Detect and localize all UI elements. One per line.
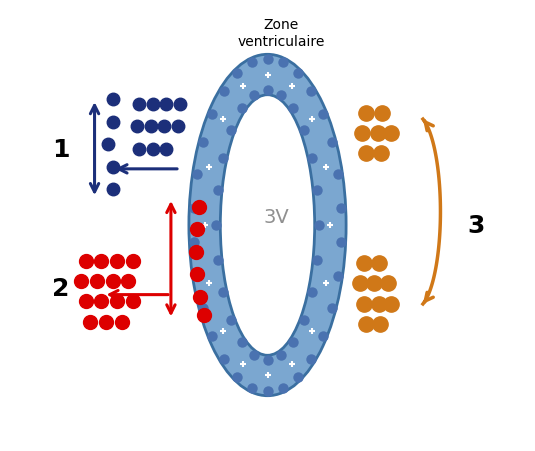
Ellipse shape xyxy=(220,96,315,355)
Text: 1: 1 xyxy=(52,137,70,161)
Text: 3: 3 xyxy=(468,213,485,238)
Text: 3V: 3V xyxy=(264,207,289,226)
Text: Zone
ventriculaire: Zone ventriculaire xyxy=(238,18,325,48)
Ellipse shape xyxy=(189,55,346,396)
Text: 2: 2 xyxy=(52,276,70,300)
